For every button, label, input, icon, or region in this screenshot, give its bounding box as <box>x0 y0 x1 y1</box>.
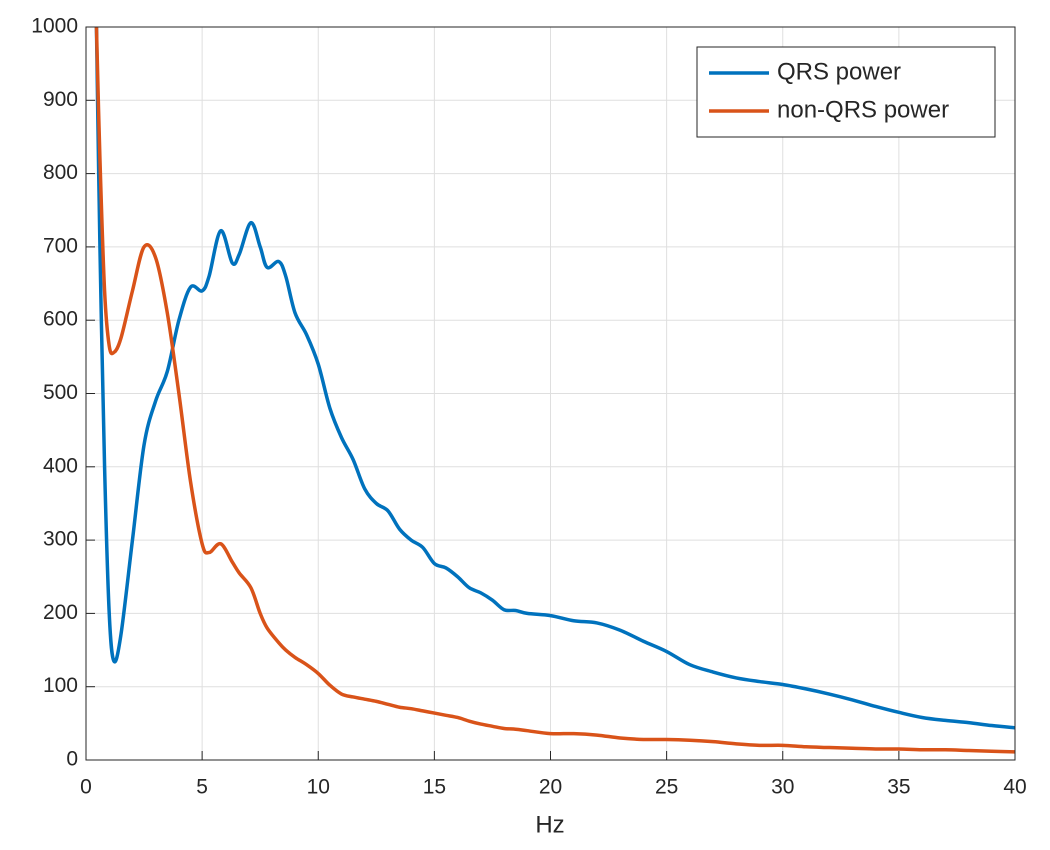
y-tick-label: 100 <box>43 674 78 697</box>
x-tick-label: 20 <box>539 776 562 799</box>
series-line <box>94 27 1015 754</box>
y-tick-label: 300 <box>43 528 78 551</box>
y-tick-label: 900 <box>43 88 78 111</box>
y-tick-label: 600 <box>43 308 78 331</box>
x-tick-label: 0 <box>80 776 92 799</box>
x-tick-label: 10 <box>307 776 330 799</box>
x-axis-label: Hz <box>535 811 564 838</box>
x-tick-label: 35 <box>887 776 910 799</box>
y-tick-label: 0 <box>66 748 78 771</box>
legend-box <box>696 46 996 138</box>
legend-label: non-QRS power <box>777 96 949 123</box>
x-tick-label: 40 <box>1003 776 1026 799</box>
legend-label: QRS power <box>777 58 901 85</box>
y-tick-label: 800 <box>43 161 78 184</box>
y-tick-label: 400 <box>43 454 78 477</box>
x-tick-label: 25 <box>655 776 678 799</box>
y-tick-label: 500 <box>43 381 78 404</box>
x-tick-label: 30 <box>771 776 794 799</box>
y-tick-label: 700 <box>43 234 78 257</box>
x-tick-label: 15 <box>423 776 446 799</box>
y-tick-label: 1000 <box>31 15 78 38</box>
series-line <box>94 27 1015 730</box>
x-tick-label: 5 <box>196 776 208 799</box>
y-tick-label: 200 <box>43 601 78 624</box>
